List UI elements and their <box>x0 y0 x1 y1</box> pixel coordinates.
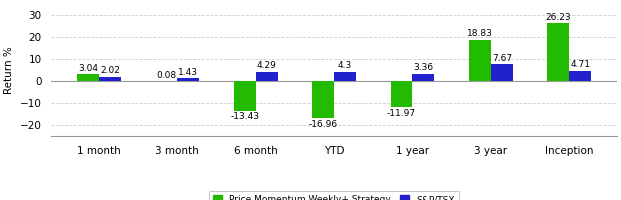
Text: 3.04: 3.04 <box>78 64 98 73</box>
Bar <box>233 81 256 111</box>
Text: 7.67: 7.67 <box>492 54 512 63</box>
Text: -13.43: -13.43 <box>230 112 259 121</box>
Bar <box>547 23 569 81</box>
Bar <box>256 72 278 81</box>
Legend: Price Momentum Weekly+ Strategy, S&P/TSX: Price Momentum Weekly+ Strategy, S&P/TSX <box>209 191 460 200</box>
Bar <box>412 74 434 81</box>
Bar <box>178 78 199 81</box>
Text: 3.36: 3.36 <box>414 63 433 72</box>
Bar <box>77 74 99 81</box>
Text: 2.02: 2.02 <box>100 66 120 75</box>
Text: 4.3: 4.3 <box>338 61 352 70</box>
Text: 4.71: 4.71 <box>570 60 590 69</box>
Bar <box>391 81 412 107</box>
Text: 1.43: 1.43 <box>178 68 198 77</box>
Text: 18.83: 18.83 <box>467 29 493 38</box>
Bar <box>569 71 591 81</box>
Text: -16.96: -16.96 <box>309 120 338 129</box>
Bar <box>491 64 513 81</box>
Bar <box>312 81 334 118</box>
Bar <box>334 72 356 81</box>
Y-axis label: Return %: Return % <box>4 46 14 94</box>
Bar <box>469 40 491 81</box>
Text: -11.97: -11.97 <box>387 109 416 118</box>
Bar <box>99 77 121 81</box>
Text: 4.29: 4.29 <box>256 61 276 70</box>
Text: 0.08: 0.08 <box>156 71 176 80</box>
Text: 26.23: 26.23 <box>545 13 571 22</box>
